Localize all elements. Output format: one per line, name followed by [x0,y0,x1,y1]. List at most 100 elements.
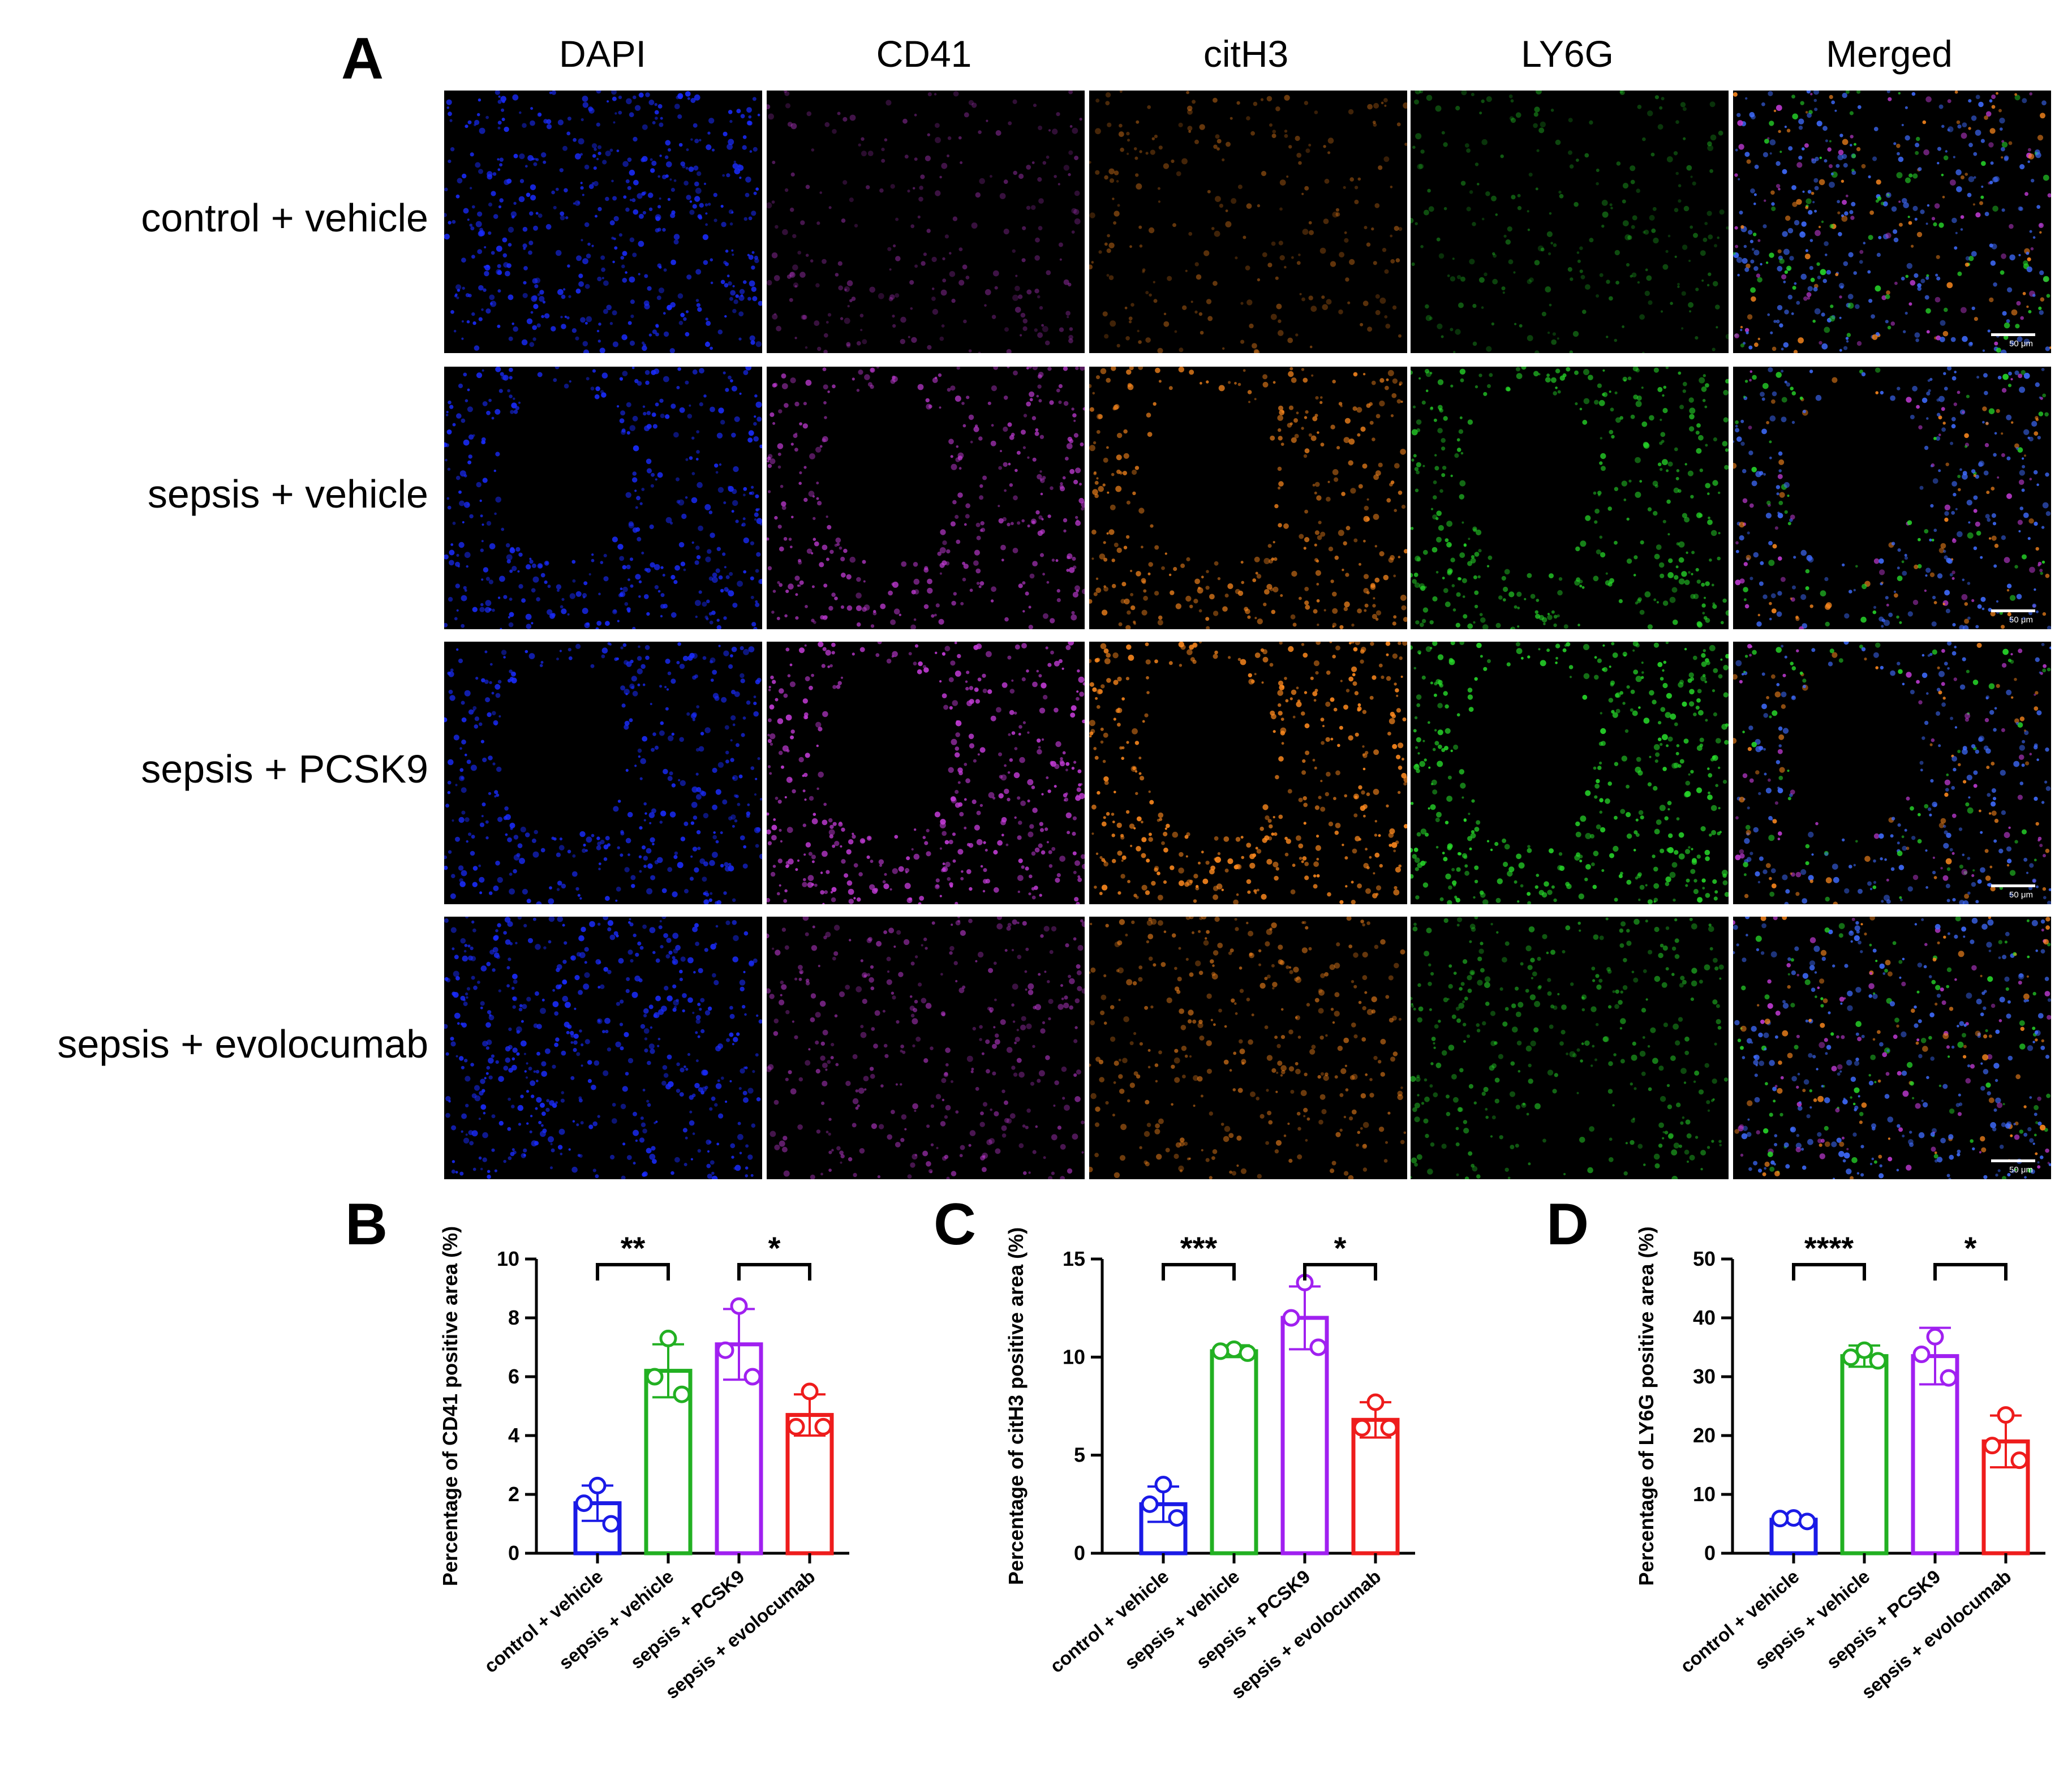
chart-c-significance-label: * [1334,1230,1347,1266]
chart-d-data-point [2010,1451,2028,1469]
chart-c-y-tick-label: 0 [1074,1541,1085,1565]
micrograph-dapi-row-1 [444,91,762,353]
chart-c-significance-bracket [1162,1263,1236,1281]
micrograph-merged-row-2: 50 μm [1733,367,2051,629]
chart-d-x-tick-label: sepsis + vehicle [1751,1566,1873,1673]
chart-c-data-point [1141,1495,1159,1513]
chart-d-data-point [1771,1510,1789,1528]
row-label-sepsis-pcsk9: sepsis + PCSK9 [141,747,428,791]
chart-c-y-tick-label: 10 [1063,1345,1085,1368]
chart-c-x-tick-label: sepsis + vehicle [1120,1566,1243,1673]
chart-c-y-tick-label: 15 [1063,1247,1085,1270]
micrograph-merged-row-3: 50 μm [1733,642,2051,904]
chart-b-data-point [602,1515,620,1533]
chart-b-significance-bracket [737,1263,811,1281]
chart-d-data-point [1842,1348,1860,1367]
micrograph-dapi-row-3 [444,642,762,904]
chart-d-data-point [1912,1345,1931,1363]
micrograph-cd41-row-4 [767,917,1085,1179]
chart-b-data-point [787,1417,805,1436]
chart-d-y-tick-label: 20 [1693,1424,1716,1447]
micrograph-dapi-row-2 [444,367,762,629]
chart-c-bar [1351,1417,1400,1556]
chart-d-significance-bracket [1792,1263,1866,1281]
panel-letter-c: C [934,1192,977,1257]
panel-letter-b: B [345,1192,388,1257]
chart-d-data-point [1798,1513,1816,1531]
chart-c-data-point [1211,1342,1230,1360]
micrograph-cd41-row-2 [767,367,1085,629]
chart-d-y-tick-label: 0 [1704,1541,1716,1565]
scale-bar-label: 50 μm [2009,890,2033,900]
chart-c-data-point [1168,1509,1186,1527]
chart-c-y-tick-label: 5 [1074,1443,1085,1467]
chart-b-significance-label: ** [621,1230,646,1266]
chart-c-data-point [1154,1476,1172,1494]
chart-d-y-tick-label: 10 [1693,1483,1716,1506]
chart-d-x-tick-label: control + vehicle [1676,1566,1803,1677]
chart-d-data-point [1926,1327,1944,1346]
panel-letter-d: D [1546,1192,1589,1257]
chart-d-data-point [1855,1341,1873,1359]
chart-b-data-point [588,1476,607,1494]
chart-b-x-tick-label: control + vehicle [480,1566,607,1677]
chart-d-significance-label: * [1964,1230,1977,1266]
row-label-sepsis-evolocumab: sepsis + evolocumab [57,1022,428,1066]
chart-c-data-point [1282,1309,1300,1327]
row-label-control-vehicle: control + vehicle [141,196,428,240]
chart-c-y-axis-label: Percentage of citH3 positive area (%) [1004,1227,1028,1585]
micrograph-ly6g-row-3 [1411,642,1729,904]
micrograph-ly6g-row-1 [1411,91,1729,353]
micrograph-cith3-row-3 [1089,642,1407,904]
chart-b-data-point [730,1297,748,1315]
chart-c-data-point [1366,1393,1385,1411]
chart-b-data-point [814,1417,832,1436]
micrograph-merged-row-4: 50 μm [1733,917,2051,1179]
panel-letter-a: A [341,26,384,92]
chart-d-y-tick-label: 40 [1693,1306,1716,1329]
chart-b-data-point [801,1382,819,1400]
chart-b-y-tick-label: 8 [508,1306,519,1329]
chart-b-data-point [743,1368,762,1386]
chart-b-y-tick-label: 0 [508,1541,519,1565]
micrograph-ly6g-row-2 [1411,367,1729,629]
chart-d-bar [1840,1354,1889,1556]
chart-b-significance-label: * [768,1230,781,1266]
micrograph-cd41-row-3 [767,642,1085,904]
micrograph-merged-row-1: 50 μm [1733,91,2051,353]
chart-d-data-point [1869,1352,1887,1370]
chart-c-x-tick-label: control + vehicle [1046,1566,1173,1677]
chart-b-x-tick-label: sepsis + vehicle [554,1566,677,1673]
chart-b-data-point [716,1341,734,1359]
chart-b-y-tick-label: 2 [508,1483,519,1506]
channel-header-ly6g: LY6G [1521,33,1614,75]
chart-d-data-point [1940,1369,1958,1387]
chart-d-significance-bracket [1933,1263,2007,1281]
chart-b-y-tick-label: 6 [508,1365,519,1388]
chart-c-bar [1210,1349,1258,1556]
scale-bar [1991,333,2035,336]
scale-bar-label: 50 μm [2009,615,2033,625]
chart-b-data-point [673,1385,691,1403]
chart-c-significance-label: *** [1180,1230,1218,1266]
channel-header-merged: Merged [1826,33,1953,75]
chart-d-y-axis-label: Percentage of LY6G positive area (%) [1635,1227,1658,1586]
chart-d-y-tick-label: 50 [1693,1247,1716,1270]
scale-bar [1991,609,2035,612]
micrograph-cith3-row-4 [1089,917,1407,1179]
micrograph-ly6g-row-4 [1411,917,1729,1179]
scale-bar [1991,884,2035,887]
scale-bar-label: 50 μm [2009,339,2033,349]
chart-c-data-point [1353,1419,1371,1437]
chart-c-data-point [1309,1338,1327,1356]
chart-d-y-tick-label: 30 [1693,1365,1716,1388]
chart-b-data-point [659,1329,677,1347]
chart-b-y-tick-label: 4 [508,1424,519,1447]
chart-c-significance-bracket [1303,1263,1377,1281]
chart-c-data-point [1239,1344,1257,1362]
scale-bar [1991,1159,2035,1162]
chart-b-data-point [575,1494,593,1513]
chart-b-y-tick-label: 10 [497,1247,519,1270]
chart-d-data-point [1997,1406,2015,1424]
